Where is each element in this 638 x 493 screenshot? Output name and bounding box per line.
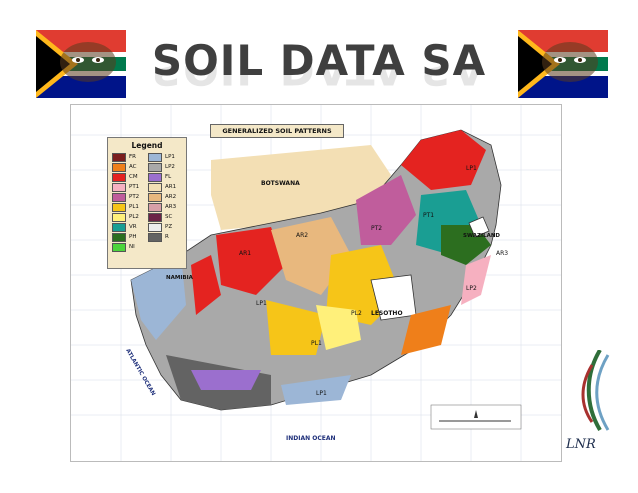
legend-item-ni: NI [112, 242, 146, 252]
label-lesotho: LESOTHO [371, 310, 403, 317]
legend-grid: FR LP1 AC LP2 CM FL PT1 AR1 PT2 AR2 PL1 AR3 PL2 SC VR P… [112, 152, 182, 252]
legend-item-ac: AC [112, 162, 146, 172]
pt2-zone-north [356, 175, 416, 245]
legend-swatch [112, 162, 126, 172]
map-legend: Legend FR LP1 AC LP2 CM FL PT1 AR1 PT2 AR2 PL1 AR3 P… [107, 137, 187, 269]
sa-flag-face-image-right [518, 30, 608, 98]
lp1-zone-west [131, 255, 186, 340]
legend-item-pt1: PT1 [112, 182, 146, 192]
legend-swatch [112, 182, 126, 192]
map-code-lp1-south: LP1 [316, 390, 327, 397]
label-indian-ocean: INDIAN OCEAN [286, 435, 336, 442]
ac-zone-east [401, 305, 451, 355]
map-code-pt2: PT2 [371, 225, 382, 232]
map-code-lp1-north: LP1 [466, 165, 477, 172]
lnr-logo-text: LNR [565, 437, 596, 452]
sa-flag-face-image-left [36, 30, 126, 98]
legend-swatch [112, 192, 126, 202]
legend-item-pl1: PL1 [112, 202, 146, 212]
legend-label: PH [129, 234, 137, 240]
legend-label: FR [129, 154, 136, 160]
legend-item-fr: FR [112, 152, 146, 162]
legend-item-ar3: AR3 [148, 202, 182, 212]
legend-swatch [148, 212, 162, 222]
legend-swatch [148, 202, 162, 212]
legend-item-pl2: PL2 [112, 212, 146, 222]
map-code-ar2: AR2 [296, 232, 308, 239]
legend-label: PT2 [129, 194, 140, 200]
legend-label: PT1 [129, 184, 140, 190]
map-heading: GENERALIZED SOIL PATTERNS [210, 124, 344, 138]
legend-label: AC [129, 164, 137, 170]
legend-item-pz: PZ [148, 222, 182, 232]
legend-swatch [148, 232, 162, 242]
legend-swatch [112, 232, 126, 242]
legend-item-ar2: AR2 [148, 192, 182, 202]
map-code-lp2: LP2 [466, 285, 477, 292]
fl-zone [191, 370, 261, 390]
legend-label: VR [129, 224, 137, 230]
swaziland-region [468, 216, 490, 238]
cm-zone-west [216, 227, 286, 295]
map-code-pt1: PT1 [423, 212, 434, 219]
legend-swatch [148, 152, 162, 162]
legend-swatch [148, 172, 162, 182]
legend-label: AR3 [165, 204, 177, 210]
lp1-zone-south [281, 375, 351, 405]
legend-label: SC [165, 214, 173, 220]
legend-item-r: R [148, 232, 182, 242]
slide-title: SOIL DATA SA [151, 36, 487, 85]
legend-item-pt2: PT2 [112, 192, 146, 202]
legend-item-fl: FL [148, 172, 182, 182]
soil-map-canvas: AR1 AR2 LP1 LP1 PL1 PL2 PT1 LP2 AR3 PT2 … [71, 105, 561, 461]
legend-label: R [165, 234, 169, 240]
legend-item-lp2: LP2 [148, 162, 182, 172]
pt1-zone [461, 255, 491, 305]
label-botswana: BOTSWANA [261, 180, 300, 187]
cm-zone-central [191, 255, 221, 315]
cm-zone-north [401, 130, 486, 190]
legend-swatch [148, 182, 162, 192]
label-swaziland: SWAZILAND [463, 233, 500, 239]
soil-map: AR1 AR2 LP1 LP1 PL1 PL2 PT1 LP2 AR3 PT2 … [70, 104, 562, 462]
legend-swatch [112, 152, 126, 162]
pl2-zone [316, 305, 361, 350]
lnr-logo: LNR [565, 350, 610, 452]
legend-label: LP1 [165, 154, 175, 160]
legend-item-ar1: AR1 [148, 182, 182, 192]
legend-item-cm: CM [112, 172, 146, 182]
legend-item-vr: VR [112, 222, 146, 232]
legend-label: AR1 [165, 184, 177, 190]
legend-item-ph: PH [112, 232, 146, 242]
legend-swatch [148, 162, 162, 172]
legend-swatch [112, 222, 126, 232]
map-code-pl1: PL1 [311, 340, 322, 347]
legend-item-sc: SC [148, 212, 182, 222]
map-code-lp1: LP1 [256, 300, 267, 307]
legend-label: CM [129, 174, 138, 180]
legend-swatch [112, 202, 126, 212]
legend-swatch [112, 172, 126, 182]
map-code-ar3: AR3 [496, 250, 508, 257]
legend-label: LP2 [165, 164, 175, 170]
map-code-pl2: PL2 [351, 310, 362, 317]
pl1-zone-south [266, 300, 326, 355]
legend-swatch [148, 222, 162, 232]
legend-label: NI [129, 244, 135, 250]
north-arrow-icon [474, 410, 478, 418]
legend-swatch [112, 242, 126, 252]
legend-label: PL2 [129, 214, 139, 220]
legend-item-lp1: LP1 [148, 152, 182, 162]
legend-swatch [112, 212, 126, 222]
legend-label: FL [165, 174, 172, 180]
legend-label: AR2 [165, 194, 177, 200]
legend-title: Legend [131, 141, 163, 150]
label-namibia: NAMIBIA [166, 275, 194, 281]
legend-label: PL1 [129, 204, 139, 210]
map-code-ar1: AR1 [239, 250, 251, 257]
legend-label: PZ [165, 224, 173, 230]
legend-swatch [148, 192, 162, 202]
